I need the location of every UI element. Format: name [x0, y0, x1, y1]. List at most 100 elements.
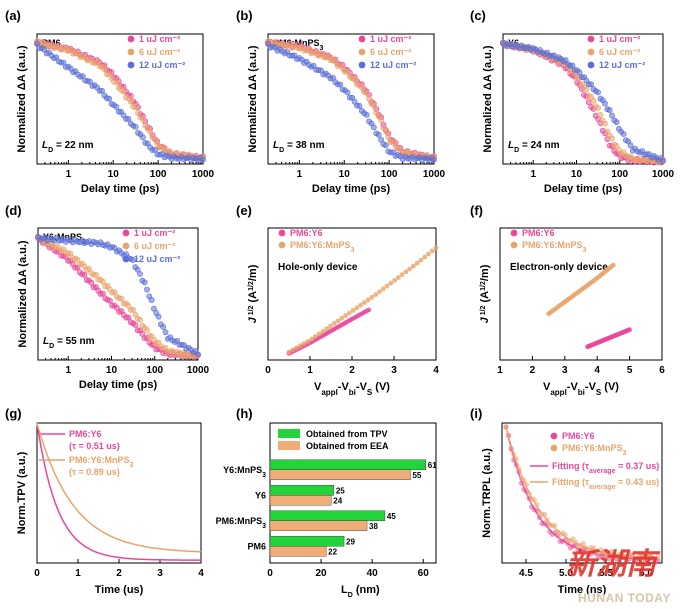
data-point — [366, 95, 372, 102]
legend-fit-entry: Fitting (τaverage = 0.37 us) — [552, 461, 659, 475]
panel-label: (b) — [236, 8, 253, 23]
legend-entry: 12 uJ cm⁻² — [599, 60, 645, 70]
annotation: LD = 38 nm — [273, 140, 325, 154]
bar — [269, 510, 386, 521]
data-point — [297, 343, 303, 349]
data-point — [132, 322, 139, 328]
x-axis-label: Time (us) — [95, 584, 144, 596]
data-point — [429, 248, 435, 254]
data-point — [335, 318, 341, 324]
series-2 — [500, 39, 666, 164]
data-point — [576, 69, 583, 76]
data-point — [382, 128, 389, 135]
data-point — [93, 271, 99, 278]
legend-swatch — [278, 441, 300, 450]
bar-value-label: 24 — [333, 496, 342, 505]
legend-marker — [587, 48, 595, 56]
legend-marker — [550, 444, 558, 452]
bar-value-label: 38 — [369, 522, 378, 531]
data-point — [34, 40, 40, 47]
x-tick-label: 1 — [75, 568, 81, 579]
data-point — [366, 307, 372, 313]
data-point — [339, 315, 345, 321]
data-point — [403, 269, 409, 275]
panel-label: (g) — [5, 406, 22, 421]
data-point — [422, 254, 428, 260]
y-axis-label: Normalized ΔA (a.u.) — [482, 45, 494, 152]
legend-entry: PM6:Y6 — [69, 429, 102, 439]
x-tick-label: 100 — [146, 365, 163, 376]
data-point — [151, 136, 158, 143]
bar — [269, 459, 426, 470]
data-point — [588, 81, 595, 88]
panel-i: (i) 4.5 5.0 5.5 6.0 Time (ns) Norm.TRPL (a.u.)… — [470, 406, 663, 596]
legend-entry: 6 uJ cm⁻² — [599, 47, 640, 57]
legend-entry: 6 uJ cm⁻² — [134, 241, 175, 251]
series-0 — [286, 307, 372, 356]
legend-marker — [122, 229, 130, 237]
data-point — [365, 297, 371, 303]
data-point — [606, 107, 613, 113]
x-tick-label: 100 — [150, 169, 167, 180]
legend-entry: 1 uJ cm⁻² — [139, 34, 180, 44]
legend-marker — [127, 35, 135, 43]
data-point — [418, 257, 424, 263]
data-point — [363, 89, 370, 96]
legend-marker — [550, 432, 558, 440]
data-point — [332, 58, 339, 65]
data-point — [141, 279, 148, 286]
data-point — [609, 135, 615, 142]
data-point — [301, 341, 307, 346]
x-tick-label: 3 — [157, 568, 163, 579]
data-point — [407, 266, 413, 272]
data-point — [130, 306, 136, 313]
x-axis-label: Delay time (ps) — [312, 183, 391, 195]
data-point — [380, 286, 386, 292]
y-axis-label: Norm.TPV (a.u.) — [16, 451, 28, 534]
legend-entry: 1 uJ cm⁻² — [134, 228, 175, 238]
x-tick-label: 3 — [391, 365, 397, 376]
data-point — [111, 289, 118, 296]
legend-entry: 12 uJ cm⁻² — [139, 60, 185, 70]
plot-frame — [501, 422, 663, 564]
data-point — [60, 59, 67, 66]
data-point — [620, 131, 627, 137]
legend-entry: PM6:Y6:MnPS3 — [522, 240, 587, 254]
data-point — [583, 86, 590, 93]
data-point — [135, 110, 141, 116]
data-point — [137, 316, 143, 323]
series-0 — [585, 327, 632, 350]
data-point — [627, 142, 634, 149]
data-point — [294, 345, 299, 351]
data-point — [358, 302, 364, 308]
legend-entry: PM6:Y6:MnPS3 — [290, 240, 355, 254]
legend-marker — [587, 35, 595, 43]
data-point — [113, 104, 120, 110]
x-tick-label: 1000 — [192, 169, 215, 180]
panel-h: (h) 0 20 40 60 LD (nm) Obtained from TPV Obtain… — [216, 406, 438, 599]
data-point — [378, 136, 384, 143]
data-point — [144, 286, 150, 293]
data-point — [337, 81, 344, 88]
x-tick-label: 0 — [267, 568, 273, 579]
data-point — [343, 313, 348, 319]
annotation: LD = 22 nm — [42, 140, 94, 154]
data-point — [87, 78, 93, 85]
data-point — [324, 326, 330, 332]
x-tick-label: 20 — [316, 568, 328, 579]
bar-value-label: 29 — [346, 537, 355, 546]
x-tick-label: 1000 — [187, 365, 210, 376]
x-tick-label: 1 — [297, 169, 303, 180]
legend-entry: PM6:Y6 — [562, 431, 595, 441]
data-point — [590, 97, 597, 104]
legend-entry: 1 uJ cm⁻² — [599, 34, 640, 44]
x-tick-label: 10 — [571, 169, 583, 180]
data-point — [132, 123, 139, 130]
x-tick-label: 10 — [106, 365, 118, 376]
annotation: Hole-only device — [278, 262, 358, 273]
data-point — [148, 297, 155, 303]
y-axis-label: Norm.TRPL (a.u.) — [481, 448, 493, 538]
x-tick-label: 1000 — [652, 169, 675, 180]
x-axis-label: Vappl-Vbi-VS (V) — [543, 381, 619, 397]
data-point — [369, 294, 375, 300]
